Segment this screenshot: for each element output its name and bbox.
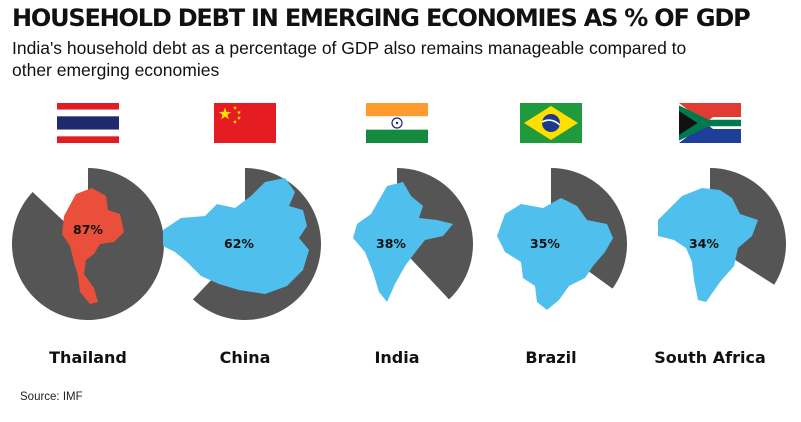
country-shape-south-africa xyxy=(658,188,758,302)
category-label-thailand: Thailand xyxy=(49,348,127,367)
page-title: HOUSEHOLD DEBT IN EMERGING ECONOMIES AS … xyxy=(12,4,751,32)
value-label-south-africa: 34% xyxy=(689,236,719,251)
category-label-india: India xyxy=(374,348,419,367)
value-label-brazil: 35% xyxy=(530,236,560,251)
page-subtitle: India's household debt as a percentage o… xyxy=(12,38,687,80)
country-shape-thailand xyxy=(62,188,124,304)
thailand-flag-icon xyxy=(57,103,119,143)
india-flag-icon xyxy=(366,103,428,143)
country-shape-brazil xyxy=(497,198,613,310)
category-label-brazil: Brazil xyxy=(525,348,576,367)
country-shape-india xyxy=(353,182,453,302)
source-note: Source: IMF xyxy=(20,391,83,403)
category-label-china: China xyxy=(220,348,271,367)
value-label-china: 62% xyxy=(224,236,254,251)
category-label-south-africa: South Africa xyxy=(654,348,766,367)
china-flag-icon xyxy=(214,103,276,143)
brazil-flag-icon xyxy=(520,103,582,143)
country-shape-china xyxy=(163,178,309,294)
south-africa-flag-icon xyxy=(679,103,741,143)
value-label-india: 38% xyxy=(376,236,406,251)
value-label-thailand: 87% xyxy=(73,222,103,237)
